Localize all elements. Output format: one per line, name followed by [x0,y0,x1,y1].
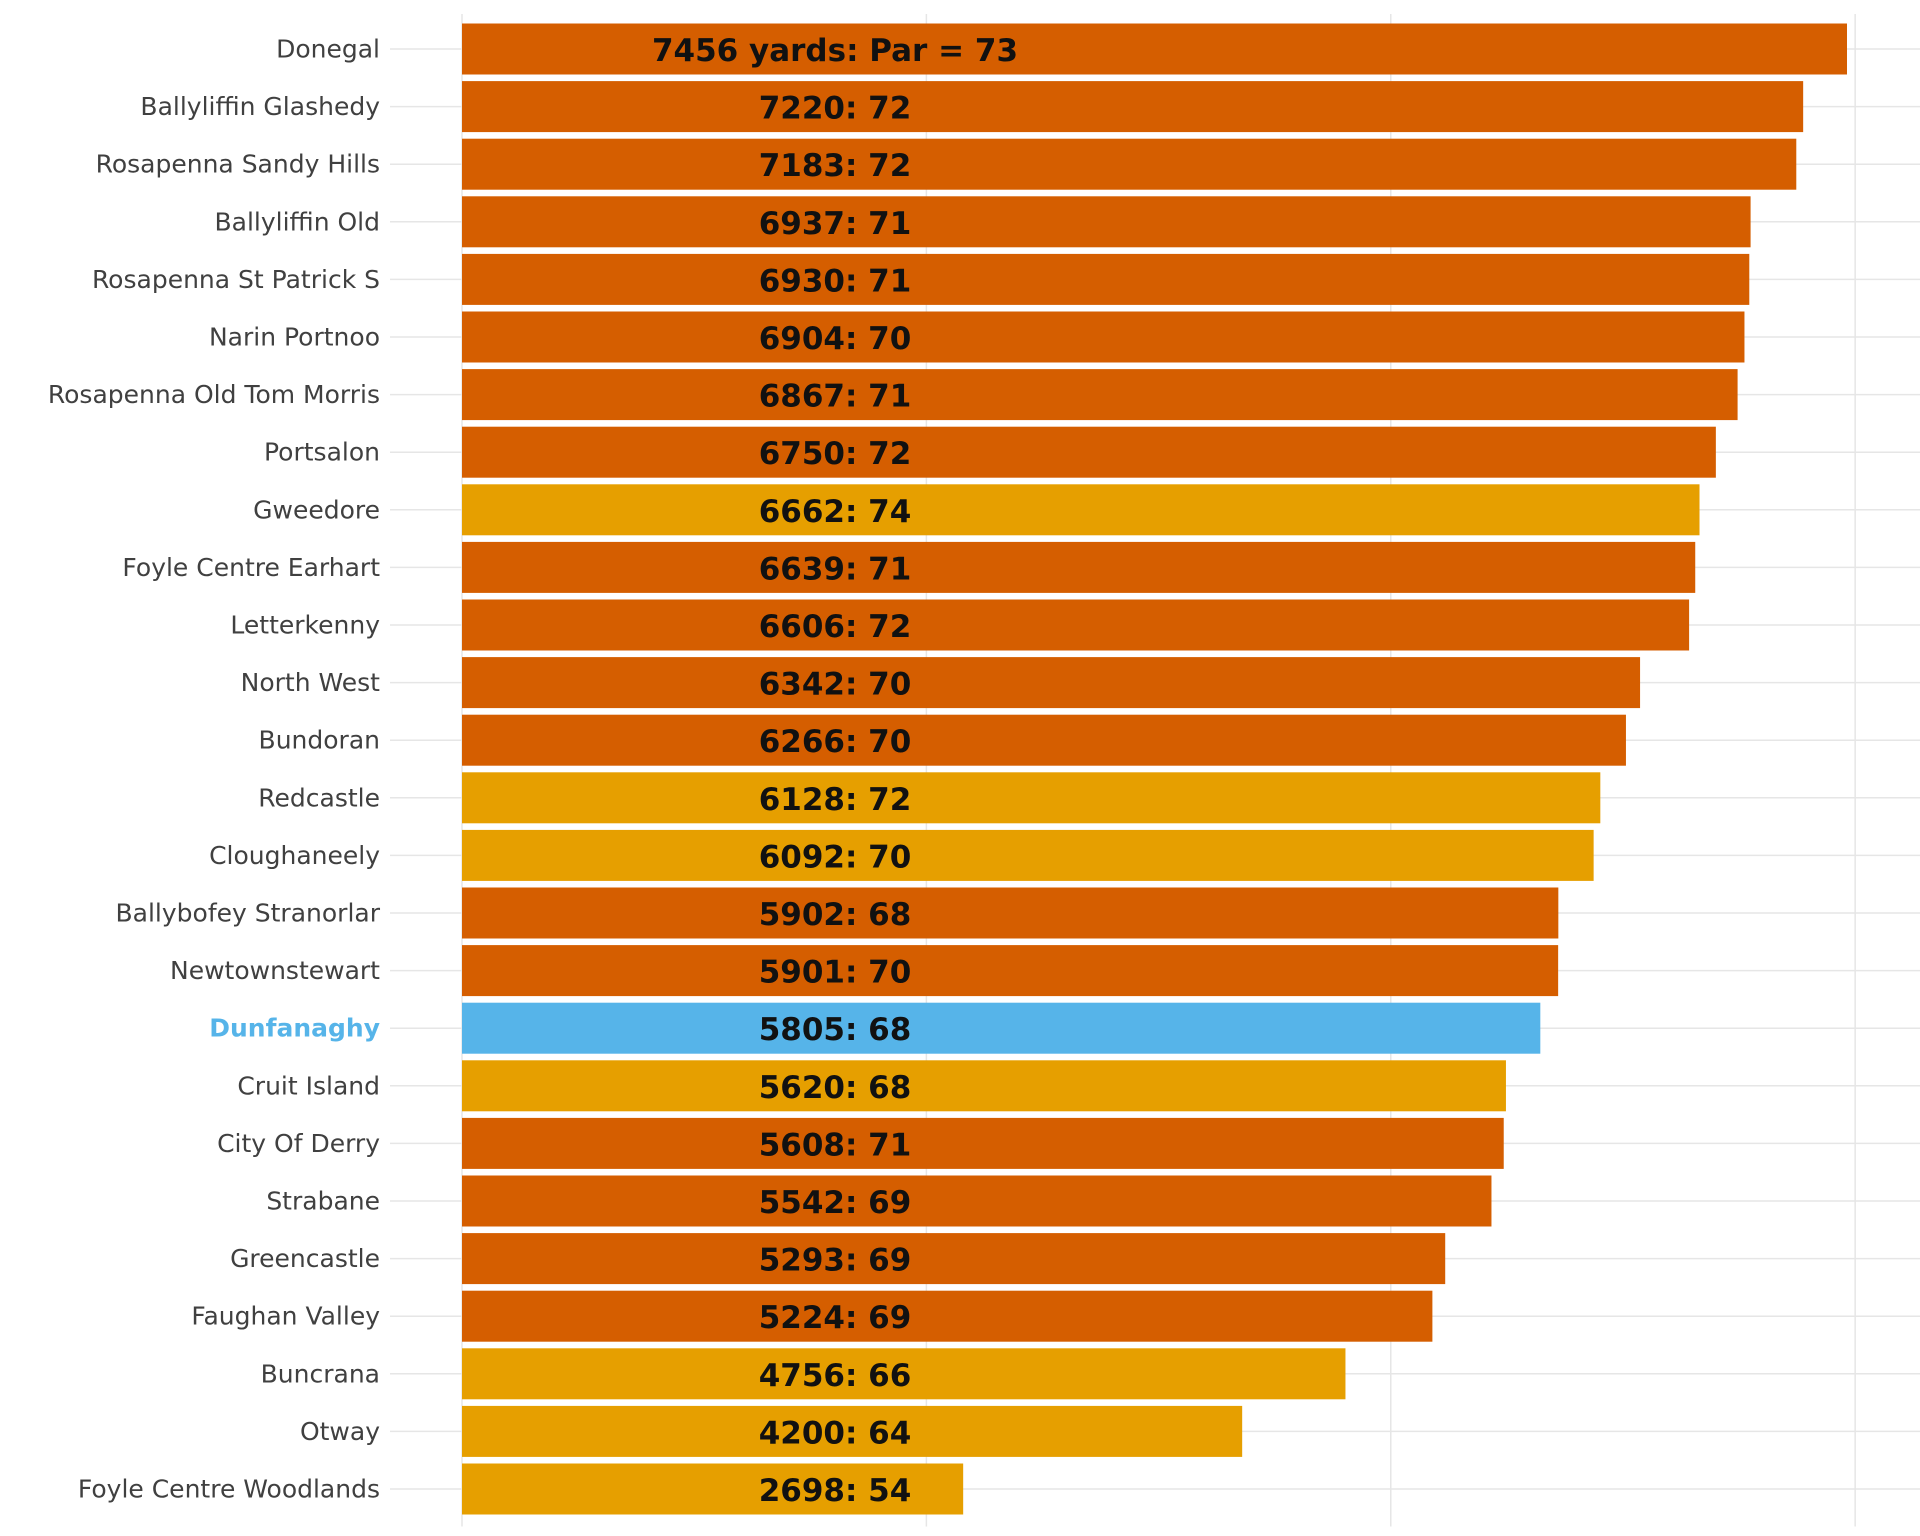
bar-value-label: 5608: 71 [759,1127,912,1163]
bar-value-label: 5224: 69 [759,1300,912,1336]
category-label: Ballyliffin Glashedy [140,92,380,121]
category-label: Faughan Valley [191,1302,380,1331]
bar-value-label: 6662: 74 [759,494,912,530]
category-label: Donegal [276,35,380,64]
category-label: Ballyliffin Old [214,207,380,236]
bar-layer [462,23,1847,1515]
bar-value-label: 5620: 68 [759,1070,912,1106]
bar [462,1002,1541,1054]
bar-value-label: 4756: 66 [759,1358,912,1394]
bar [462,426,1716,478]
bar [462,1117,1504,1169]
category-label: Greencastle [230,1244,380,1273]
category-label: Rosapenna Sandy Hills [96,150,380,179]
category-label: City Of Derry [217,1129,380,1158]
bar [462,1348,1346,1400]
bar [462,772,1601,824]
bar [462,1175,1492,1227]
category-label: Dunfanaghy [209,1014,380,1043]
bar-value-label: 6092: 70 [759,839,912,875]
category-label: Buncrana [261,1359,380,1388]
bar [462,311,1745,363]
category-label: Redcastle [258,783,380,812]
bar-value-label: 6342: 70 [759,667,912,703]
bar [462,1233,1446,1285]
bar [462,541,1696,593]
bar-value-label: 5805: 68 [759,1012,912,1048]
bar [462,1060,1506,1112]
category-label: Cruit Island [237,1071,380,1100]
category-label: Foyle Centre Earhart [122,553,380,582]
bar [462,253,1750,305]
bar-value-label: 5293: 69 [759,1243,912,1279]
bar [462,23,1847,75]
category-label: Strabane [266,1187,380,1216]
bar [462,1405,1243,1457]
bar [462,599,1690,651]
bar-value-label: 6750: 72 [759,436,912,472]
bar [462,81,1804,133]
category-label: North West [241,668,381,697]
category-label: Portsalon [264,438,380,467]
bar [462,887,1559,939]
category-label: Bundoran [259,726,380,755]
bar [462,484,1700,536]
category-label: Letterkenny [230,611,380,640]
bar-value-label: 6930: 71 [759,263,912,299]
category-label: Cloughaneely [209,841,380,870]
bar-value-label: 6639: 71 [759,551,912,587]
bar-value-label: 5902: 68 [759,897,912,933]
bar-value-label: 6867: 71 [759,379,912,415]
category-label: Gweedore [253,495,380,524]
bar-value-label: 7456 yards: Par = 73 [652,33,1018,69]
bar-value-label: 6606: 72 [759,609,912,645]
bar-value-label: 6937: 71 [759,206,912,242]
bar [462,196,1751,248]
bar [462,945,1559,997]
bar-value-label: 7183: 72 [759,148,912,184]
bar [462,369,1738,421]
category-label: Foyle Centre Woodlands [78,1475,380,1504]
bar-value-label: 5901: 70 [759,955,912,991]
category-label: Rosapenna Old Tom Morris [48,380,380,409]
bar [462,829,1594,881]
bar-value-label: 6266: 70 [759,724,912,760]
bar-value-label: 6128: 72 [759,782,912,818]
bar [462,138,1797,190]
bar-value-label: 2698: 54 [759,1473,912,1509]
bar [462,657,1641,709]
bar-value-label: 5542: 69 [759,1185,912,1221]
category-label: Narin Portnoo [209,323,380,352]
bar [462,1290,1433,1342]
bar-value-label: 6904: 70 [759,321,912,357]
bar [462,1463,964,1515]
category-label: Ballybofey Stranorlar [116,899,381,928]
bar [462,714,1626,766]
category-label: Otway [300,1417,380,1446]
label-layer: Donegal 7456 yards: Par = 73 Ballyliffin G… [48,33,1018,1509]
bar-value-label: 4200: 64 [759,1415,912,1451]
category-label: Rosapenna St Patrick S [92,265,380,294]
bar-value-label: 7220: 72 [759,91,912,127]
category-label: Newtownstewart [170,956,380,985]
